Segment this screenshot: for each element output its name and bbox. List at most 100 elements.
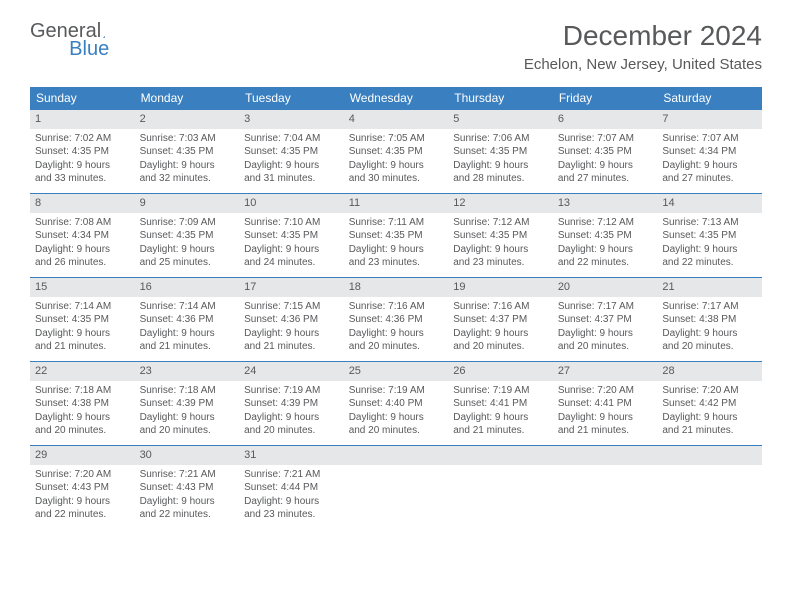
- day-sunrise: Sunrise: 7:05 AM: [349, 132, 444, 146]
- day-details: Sunrise: 7:19 AMSunset: 4:40 PMDaylight:…: [344, 381, 449, 441]
- day-details: Sunrise: 7:02 AMSunset: 4:35 PMDaylight:…: [30, 129, 135, 189]
- day-dl2: and 21 minutes.: [453, 424, 548, 438]
- day-dl1: Daylight: 9 hours: [35, 327, 130, 341]
- day-sunset: Sunset: 4:40 PM: [349, 397, 444, 411]
- day-details: Sunrise: 7:16 AMSunset: 4:37 PMDaylight:…: [448, 297, 553, 357]
- day-details: Sunrise: 7:21 AMSunset: 4:44 PMDaylight:…: [239, 465, 344, 525]
- day-dl1: Daylight: 9 hours: [35, 411, 130, 425]
- day-dl1: Daylight: 9 hours: [140, 495, 235, 509]
- day-sunset: Sunset: 4:35 PM: [244, 229, 339, 243]
- day-sunrise: Sunrise: 7:16 AM: [453, 300, 548, 314]
- day-dl1: Daylight: 9 hours: [558, 243, 653, 257]
- day-sunset: Sunset: 4:43 PM: [35, 481, 130, 495]
- calendar-week-row: 8Sunrise: 7:08 AMSunset: 4:34 PMDaylight…: [30, 193, 762, 277]
- day-dl1: Daylight: 9 hours: [558, 327, 653, 341]
- day-sunrise: Sunrise: 7:10 AM: [244, 216, 339, 230]
- day-sunset: Sunset: 4:35 PM: [140, 229, 235, 243]
- day-sunrise: Sunrise: 7:06 AM: [453, 132, 548, 146]
- day-dl1: Daylight: 9 hours: [453, 411, 548, 425]
- calendar-day-cell: 10Sunrise: 7:10 AMSunset: 4:35 PMDayligh…: [239, 193, 344, 277]
- calendar-day-cell: 5Sunrise: 7:06 AMSunset: 4:35 PMDaylight…: [448, 109, 553, 193]
- day-details: Sunrise: 7:09 AMSunset: 4:35 PMDaylight:…: [135, 213, 240, 273]
- day-dl2: and 32 minutes.: [140, 172, 235, 186]
- day-sunrise: Sunrise: 7:19 AM: [244, 384, 339, 398]
- day-sunset: Sunset: 4:35 PM: [349, 229, 444, 243]
- calendar-day-cell: 9Sunrise: 7:09 AMSunset: 4:35 PMDaylight…: [135, 193, 240, 277]
- day-sunrise: Sunrise: 7:20 AM: [35, 468, 130, 482]
- day-dl2: and 22 minutes.: [140, 508, 235, 522]
- calendar-empty-cell: [553, 445, 658, 529]
- day-dl2: and 21 minutes.: [244, 340, 339, 354]
- day-sunrise: Sunrise: 7:04 AM: [244, 132, 339, 146]
- day-sunrise: Sunrise: 7:21 AM: [244, 468, 339, 482]
- day-number: 17: [239, 277, 344, 297]
- logo: General Blue: [30, 20, 165, 43]
- day-number: 27: [553, 361, 658, 381]
- calendar-empty-cell: [448, 445, 553, 529]
- day-sunset: Sunset: 4:41 PM: [558, 397, 653, 411]
- day-sunrise: Sunrise: 7:21 AM: [140, 468, 235, 482]
- day-sunset: Sunset: 4:42 PM: [662, 397, 757, 411]
- day-number: 29: [30, 445, 135, 465]
- day-dl2: and 20 minutes.: [35, 424, 130, 438]
- calendar-day-cell: 1Sunrise: 7:02 AMSunset: 4:35 PMDaylight…: [30, 109, 135, 193]
- day-dl2: and 21 minutes.: [140, 340, 235, 354]
- day-dl2: and 20 minutes.: [558, 340, 653, 354]
- day-dl2: and 31 minutes.: [244, 172, 339, 186]
- day-details: Sunrise: 7:12 AMSunset: 4:35 PMDaylight:…: [448, 213, 553, 273]
- day-details: Sunrise: 7:20 AMSunset: 4:43 PMDaylight:…: [30, 465, 135, 525]
- day-dl1: Daylight: 9 hours: [453, 243, 548, 257]
- day-number: 5: [448, 109, 553, 129]
- day-dl2: and 27 minutes.: [662, 172, 757, 186]
- day-number: 10: [239, 193, 344, 213]
- day-sunrise: Sunrise: 7:14 AM: [140, 300, 235, 314]
- day-sunset: Sunset: 4:41 PM: [453, 397, 548, 411]
- day-sunrise: Sunrise: 7:17 AM: [662, 300, 757, 314]
- calendar-day-cell: 17Sunrise: 7:15 AMSunset: 4:36 PMDayligh…: [239, 277, 344, 361]
- day-sunrise: Sunrise: 7:14 AM: [35, 300, 130, 314]
- calendar-day-cell: 29Sunrise: 7:20 AMSunset: 4:43 PMDayligh…: [30, 445, 135, 529]
- day-details: Sunrise: 7:19 AMSunset: 4:39 PMDaylight:…: [239, 381, 344, 441]
- calendar-empty-cell: [657, 445, 762, 529]
- calendar-day-cell: 21Sunrise: 7:17 AMSunset: 4:38 PMDayligh…: [657, 277, 762, 361]
- day-sunset: Sunset: 4:44 PM: [244, 481, 339, 495]
- calendar-day-cell: 3Sunrise: 7:04 AMSunset: 4:35 PMDaylight…: [239, 109, 344, 193]
- day-details: Sunrise: 7:14 AMSunset: 4:36 PMDaylight:…: [135, 297, 240, 357]
- day-number: 30: [135, 445, 240, 465]
- day-sunrise: Sunrise: 7:20 AM: [558, 384, 653, 398]
- day-details: Sunrise: 7:17 AMSunset: 4:37 PMDaylight:…: [553, 297, 658, 357]
- day-sunrise: Sunrise: 7:17 AM: [558, 300, 653, 314]
- day-sunset: Sunset: 4:38 PM: [35, 397, 130, 411]
- day-sunset: Sunset: 4:34 PM: [662, 145, 757, 159]
- day-sunset: Sunset: 4:34 PM: [35, 229, 130, 243]
- calendar-day-cell: 11Sunrise: 7:11 AMSunset: 4:35 PMDayligh…: [344, 193, 449, 277]
- day-dl1: Daylight: 9 hours: [140, 243, 235, 257]
- day-dl1: Daylight: 9 hours: [35, 243, 130, 257]
- calendar-day-cell: 27Sunrise: 7:20 AMSunset: 4:41 PMDayligh…: [553, 361, 658, 445]
- day-sunset: Sunset: 4:39 PM: [244, 397, 339, 411]
- day-dl2: and 23 minutes.: [244, 508, 339, 522]
- day-dl1: Daylight: 9 hours: [140, 327, 235, 341]
- day-details: Sunrise: 7:19 AMSunset: 4:41 PMDaylight:…: [448, 381, 553, 441]
- day-details: Sunrise: 7:20 AMSunset: 4:41 PMDaylight:…: [553, 381, 658, 441]
- calendar-day-cell: 18Sunrise: 7:16 AMSunset: 4:36 PMDayligh…: [344, 277, 449, 361]
- day-dl2: and 22 minutes.: [35, 508, 130, 522]
- day-dl2: and 22 minutes.: [662, 256, 757, 270]
- day-dl2: and 20 minutes.: [662, 340, 757, 354]
- day-dl2: and 21 minutes.: [662, 424, 757, 438]
- day-dl2: and 26 minutes.: [35, 256, 130, 270]
- day-details: Sunrise: 7:12 AMSunset: 4:35 PMDaylight:…: [553, 213, 658, 273]
- day-sunset: Sunset: 4:35 PM: [35, 145, 130, 159]
- day-sunrise: Sunrise: 7:08 AM: [35, 216, 130, 230]
- calendar-day-cell: 4Sunrise: 7:05 AMSunset: 4:35 PMDaylight…: [344, 109, 449, 193]
- day-dl1: Daylight: 9 hours: [140, 159, 235, 173]
- day-dl2: and 27 minutes.: [558, 172, 653, 186]
- day-details: Sunrise: 7:14 AMSunset: 4:35 PMDaylight:…: [30, 297, 135, 357]
- day-sunset: Sunset: 4:39 PM: [140, 397, 235, 411]
- calendar-day-cell: 20Sunrise: 7:17 AMSunset: 4:37 PMDayligh…: [553, 277, 658, 361]
- title-block: December 2024 Echelon, New Jersey, Unite…: [524, 20, 762, 73]
- calendar-day-cell: 23Sunrise: 7:18 AMSunset: 4:39 PMDayligh…: [135, 361, 240, 445]
- day-dl2: and 24 minutes.: [244, 256, 339, 270]
- day-number: 16: [135, 277, 240, 297]
- calendar-day-cell: 26Sunrise: 7:19 AMSunset: 4:41 PMDayligh…: [448, 361, 553, 445]
